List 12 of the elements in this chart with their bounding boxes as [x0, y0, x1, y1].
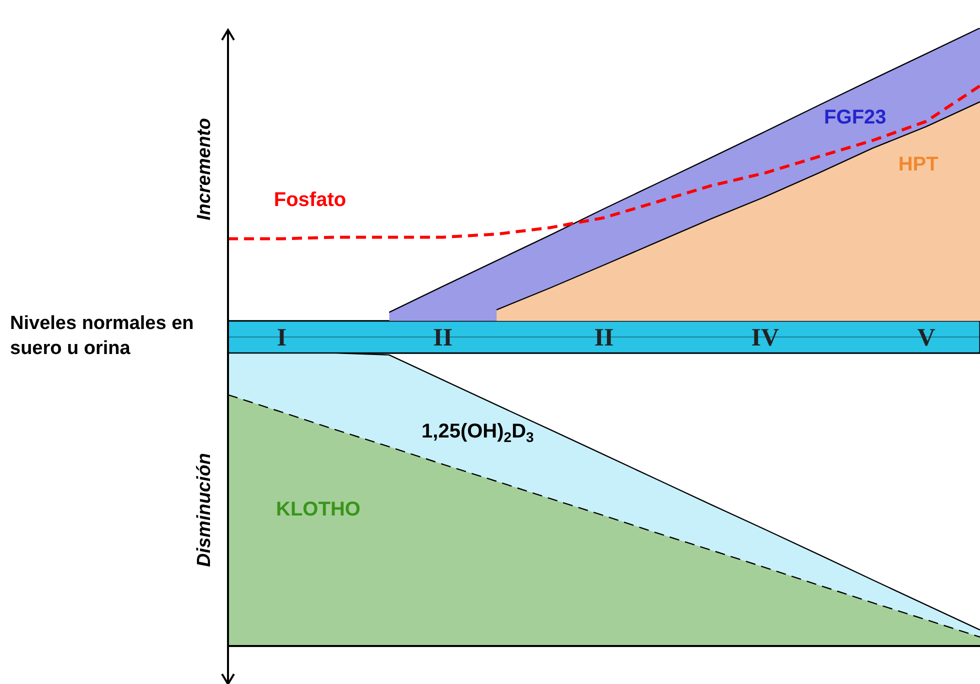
- series-label: KLOTHO: [276, 498, 360, 521]
- text: Incremento: [194, 118, 216, 221]
- x-tick-label: V: [917, 324, 936, 352]
- x-tick-label: I: [276, 324, 287, 352]
- series-label: Fosfato: [274, 188, 346, 211]
- band-label: Niveles normales en suero u orina: [10, 312, 195, 361]
- x-tick-label: II: [433, 324, 453, 352]
- series-label: FGF23: [824, 106, 886, 129]
- x-tick-label: IV: [751, 324, 780, 352]
- text: Disminución: [194, 452, 216, 567]
- series-label: HPT: [898, 154, 938, 176]
- x-tick-label: II: [594, 324, 614, 352]
